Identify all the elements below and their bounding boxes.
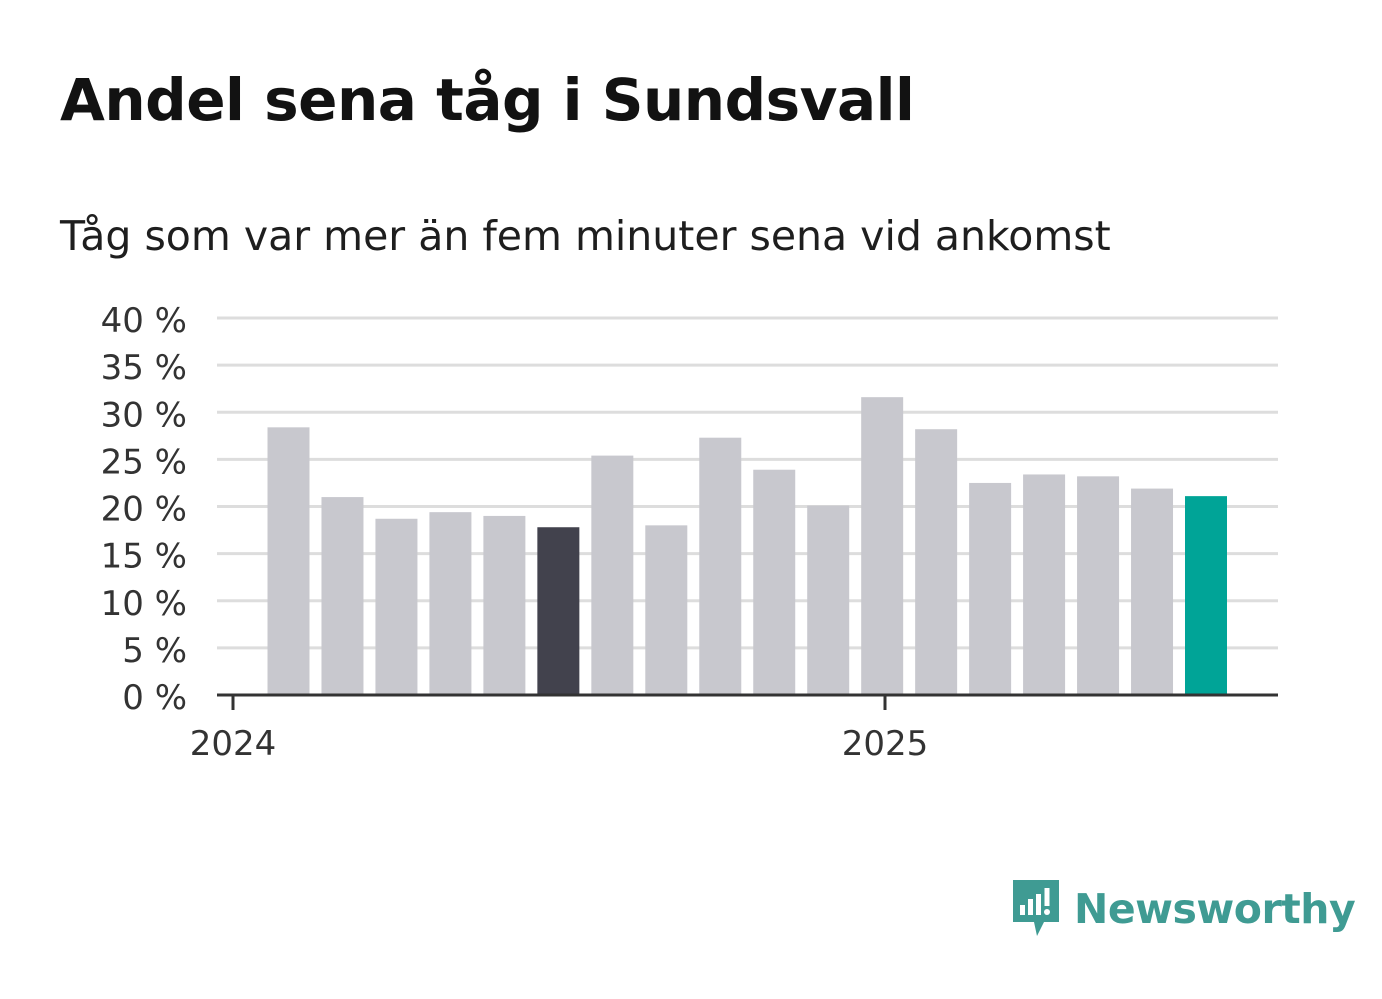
bar-2024-01 [267, 427, 310, 695]
bar-2025-02 [969, 482, 1012, 695]
bar-2025-03 [1023, 474, 1066, 695]
bar-2024-08 [645, 525, 688, 695]
bar-2024-05 [483, 515, 526, 695]
bar-2024-03 [375, 518, 418, 695]
x-tick-label: 2024 [190, 724, 277, 764]
bar-2025-01 [915, 429, 958, 695]
axes [217, 693, 1278, 710]
y-tick-label: 20 % [101, 490, 187, 530]
bar-2025-05 [1131, 488, 1174, 695]
y-tick-label: 15 % [101, 537, 187, 577]
x-tick-label: 2025 [842, 724, 929, 764]
brand-name: Newsworthy [1074, 885, 1356, 933]
bar-2024-11 [807, 505, 850, 695]
bar-2024-12 [861, 397, 904, 695]
y-tick-label: 5 % [122, 631, 187, 671]
bar-2024-07 [591, 455, 634, 695]
y-tick-label: 25 % [101, 442, 187, 482]
chart-subtitle: Tåg som var mer än fem minuter sena vid … [60, 212, 1111, 260]
brand-logo: Newsworthy [1010, 878, 1356, 940]
bar-2024-02 [321, 497, 364, 695]
y-tick-label: 10 % [101, 584, 187, 624]
bar-2025-06 [1185, 496, 1227, 695]
tick-labels: 0 % 5 % 10 % 15 % 20 % 25 % 30 % 35 % 40 % 2024 20… [101, 301, 929, 764]
bar-2025-04 [1077, 476, 1120, 695]
bar-2024-09 [699, 437, 742, 695]
bar-2024-04 [429, 512, 472, 695]
bar-2024-06 [537, 527, 580, 695]
y-tick-label: 0 % [122, 678, 187, 718]
y-tick-label: 40 % [101, 301, 187, 341]
bar-2024-10 [753, 469, 796, 695]
y-tick-label: 30 % [101, 395, 187, 435]
newsworthy-logo-icon [1013, 880, 1059, 936]
y-tick-label: 35 % [101, 348, 187, 388]
chart-title: Andel sena tåg i Sundsvall [60, 66, 915, 134]
bars [267, 397, 1227, 695]
